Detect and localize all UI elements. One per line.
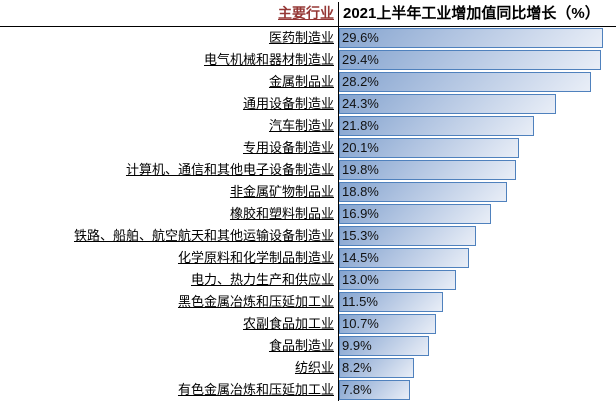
chart-row: 计算机、通信和其他电子设备制造业 19.8% xyxy=(0,159,616,181)
category-label: 计算机、通信和其他电子设备制造业 xyxy=(125,162,334,177)
value-label: 21.8% xyxy=(342,118,379,133)
bar: 19.8% xyxy=(339,160,517,180)
bar: 29.4% xyxy=(339,50,602,70)
value-label: 29.6% xyxy=(342,30,379,45)
value-label: 9.9% xyxy=(342,338,372,353)
chart-row: 电气机械和器材制造业 29.4% xyxy=(0,49,616,71)
bar: 29.6% xyxy=(339,28,603,48)
bar-cell: 14.5% xyxy=(338,247,616,269)
value-label: 20.1% xyxy=(342,140,379,155)
bar-cell: 28.2% xyxy=(338,71,616,93)
chart-rows: 医药制造业 29.6% 电气机械和器材制造业 29.4% 金属制品业 28.2%… xyxy=(0,27,616,401)
bar: 7.8% xyxy=(339,380,410,400)
bar-cell: 18.8% xyxy=(338,181,616,203)
bar-cell: 13.0% xyxy=(338,269,616,291)
bar-cell: 24.3% xyxy=(338,93,616,115)
chart-row: 电力、热力生产和供应业 13.0% xyxy=(0,269,616,291)
chart-title: 2021上半年工业增加值同比增长（%） xyxy=(338,2,616,26)
category-label: 电气机械和器材制造业 xyxy=(203,52,334,67)
bar-cell: 15.3% xyxy=(338,225,616,247)
bar-cell: 19.8% xyxy=(338,159,616,181)
category-label: 纺织业 xyxy=(294,360,334,375)
bar-cell: 29.6% xyxy=(338,27,616,49)
bar-cell: 11.5% xyxy=(338,291,616,313)
bar: 15.3% xyxy=(339,226,477,246)
value-label: 11.5% xyxy=(342,294,378,309)
chart-row: 汽车制造业 21.8% xyxy=(0,115,616,137)
bar-cell: 29.4% xyxy=(338,49,616,71)
chart-row: 农副食品加工业 10.7% xyxy=(0,313,616,335)
category-label: 有色金属冶炼和压延加工业 xyxy=(177,382,334,397)
category-label: 电力、热力生产和供应业 xyxy=(190,272,334,287)
chart-header: 主要行业 2021上半年工业增加值同比增长（%） xyxy=(0,0,616,27)
value-label: 14.5% xyxy=(342,250,379,265)
chart-row: 通用设备制造业 24.3% xyxy=(0,93,616,115)
bar-cell: 8.2% xyxy=(338,357,616,379)
chart-row: 金属制品业 28.2% xyxy=(0,71,616,93)
bar: 14.5% xyxy=(339,248,470,268)
bar: 8.2% xyxy=(339,358,414,378)
category-label: 食品制造业 xyxy=(268,338,334,353)
category-label: 医药制造业 xyxy=(268,30,334,45)
bar: 21.8% xyxy=(339,116,534,136)
category-label: 金属制品业 xyxy=(268,74,334,89)
value-label: 29.4% xyxy=(342,52,379,67)
bar-cell: 20.1% xyxy=(338,137,616,159)
bar: 28.2% xyxy=(339,72,591,92)
bar: 11.5% xyxy=(339,292,443,312)
value-label: 7.8% xyxy=(342,382,372,397)
chart-row: 有色金属冶炼和压延加工业 7.8% xyxy=(0,379,616,401)
chart-row: 食品制造业 9.9% xyxy=(0,335,616,357)
bar: 10.7% xyxy=(339,314,436,334)
chart-row: 化学原料和化学制品制造业 14.5% xyxy=(0,247,616,269)
bar: 20.1% xyxy=(339,138,519,158)
chart-row: 专用设备制造业 20.1% xyxy=(0,137,616,159)
category-label: 黑色金属冶炼和压延加工业 xyxy=(177,294,334,309)
category-label: 专用设备制造业 xyxy=(242,140,334,155)
category-label: 铁路、船舶、航空航天和其他运输设备制造业 xyxy=(73,228,334,243)
bar-cell: 9.9% xyxy=(338,335,616,357)
bar: 24.3% xyxy=(339,94,557,114)
chart-row: 橡胶和塑料制品业 16.9% xyxy=(0,203,616,225)
category-label: 橡胶和塑料制品业 xyxy=(229,206,334,221)
value-label: 13.0% xyxy=(342,272,379,287)
category-label: 化学原料和化学制品制造业 xyxy=(177,250,334,265)
chart-row: 黑色金属冶炼和压延加工业 11.5% xyxy=(0,291,616,313)
bar-cell: 7.8% xyxy=(338,379,616,401)
category-label: 非金属矿物制品业 xyxy=(229,184,334,199)
value-label: 28.2% xyxy=(342,74,379,89)
chart-row: 纺织业 8.2% xyxy=(0,357,616,379)
header-category-column-title: 主要行业 xyxy=(278,5,334,21)
chart-row: 铁路、船舶、航空航天和其他运输设备制造业 15.3% xyxy=(0,225,616,247)
value-label: 18.8% xyxy=(342,184,379,199)
category-label: 通用设备制造业 xyxy=(242,96,334,111)
value-label: 10.7% xyxy=(342,316,379,331)
bar: 18.8% xyxy=(339,182,508,202)
bar: 9.9% xyxy=(339,336,429,356)
category-label: 农副食品加工业 xyxy=(242,316,334,331)
chart-row: 医药制造业 29.6% xyxy=(0,27,616,49)
value-label: 15.3% xyxy=(342,228,379,243)
value-label: 24.3% xyxy=(342,96,379,111)
category-label: 汽车制造业 xyxy=(268,118,334,133)
bar: 16.9% xyxy=(339,204,491,224)
value-label: 16.9% xyxy=(342,206,379,221)
bar-cell: 21.8% xyxy=(338,115,616,137)
value-label: 8.2% xyxy=(342,360,372,375)
bar-cell: 16.9% xyxy=(338,203,616,225)
value-label: 19.8% xyxy=(342,162,379,177)
bar: 13.0% xyxy=(339,270,456,290)
bar-cell: 10.7% xyxy=(338,313,616,335)
chart-row: 非金属矿物制品业 18.8% xyxy=(0,181,616,203)
